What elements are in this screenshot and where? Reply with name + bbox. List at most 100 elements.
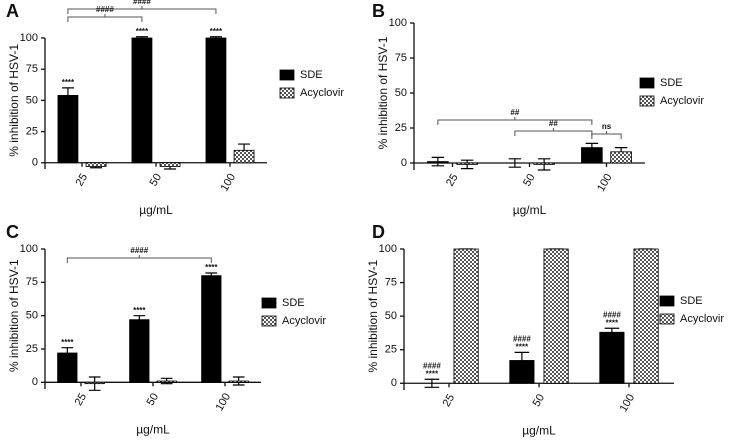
- bracket: [66, 255, 212, 263]
- bar: [581, 147, 603, 164]
- error-bar: [508, 158, 522, 168]
- bar: [509, 360, 535, 384]
- legend-label: Acyclovir: [660, 95, 704, 107]
- legend-swatch: [279, 69, 295, 81]
- bar: [610, 151, 632, 164]
- bar: [159, 162, 181, 167]
- chart-panel: C 0 25 50 75 100 % inhibition of HSV-1 25 50 100 µ…: [6, 222, 326, 437]
- bracket: [67, 14, 143, 22]
- x-axis-label: µg/mL: [513, 203, 547, 217]
- significance-label: ****: [210, 27, 223, 36]
- y-tick-label: 25: [395, 122, 407, 134]
- significance-label: ****: [62, 78, 75, 87]
- y-tick-label: 0: [401, 157, 407, 169]
- panel-label: D: [372, 222, 385, 242]
- x-axis-label: µg/mL: [139, 203, 173, 217]
- significance-label: ****: [136, 27, 149, 36]
- bar: [427, 161, 449, 164]
- y-tick-label: 50: [395, 87, 407, 99]
- y-tick-label: 0: [391, 377, 397, 389]
- bar: [233, 149, 255, 164]
- y-tick-label: 50: [26, 310, 38, 322]
- significance-label: ****: [61, 338, 74, 347]
- x-tick-label: 100: [214, 391, 234, 413]
- x-tick-label: 25: [441, 392, 458, 409]
- y-tick-label: 25: [385, 344, 397, 356]
- y-tick-label: 50: [26, 94, 38, 106]
- legend-swatch: [639, 77, 655, 89]
- y-tick-label: 0: [32, 157, 38, 169]
- legend-label: Acyclovir: [680, 313, 724, 325]
- chart-panel: B 0 25 50 75 100 % inhibition of HSV-1 25 50 100 µ…: [372, 1, 704, 217]
- y-tick-label: 0: [32, 376, 38, 388]
- panel-label: B: [372, 1, 385, 21]
- bracket-label: ####: [133, 0, 151, 6]
- bar: [633, 248, 659, 384]
- y-axis-label: % inhibition of HSV-1: [366, 259, 380, 372]
- y-tick-label: 100: [379, 243, 397, 255]
- bracket-label: ##: [549, 119, 558, 128]
- x-tick-label: 50: [148, 172, 165, 189]
- legend-label: Acyclovir: [300, 87, 344, 99]
- panel-label: A: [6, 1, 19, 21]
- bracket: [67, 6, 217, 14]
- x-axis-label: µg/mL: [136, 423, 170, 437]
- x-tick-label: 100: [219, 172, 239, 194]
- x-tick-label: 50: [531, 392, 548, 409]
- bar: [57, 94, 79, 164]
- y-tick-label: 75: [26, 63, 38, 75]
- y-tick-label: 25: [26, 343, 38, 355]
- bar: [453, 248, 479, 384]
- y-tick-label: 75: [395, 52, 407, 64]
- bar: [599, 331, 625, 384]
- y-axis-label: % inhibition of HSV-1: [7, 44, 21, 157]
- y-tick-label: 75: [385, 276, 397, 288]
- significance-label: ####: [513, 335, 531, 344]
- bar: [456, 162, 478, 165]
- x-tick-label: 25: [74, 172, 91, 189]
- significance-label: ****: [133, 306, 146, 315]
- significance-label: ####: [423, 361, 441, 370]
- x-tick-label: 25: [73, 391, 90, 408]
- legend-swatch: [639, 95, 655, 107]
- bar: [131, 37, 153, 164]
- bar: [129, 319, 150, 383]
- x-tick-label: 50: [521, 172, 538, 189]
- y-tick-label: 100: [20, 243, 38, 255]
- y-axis-label: % inhibition of HSV-1: [376, 36, 390, 149]
- legend-swatch: [659, 295, 675, 307]
- bar: [543, 248, 569, 384]
- legend-label: Acyclovir: [282, 315, 326, 327]
- bracket-label: ####: [96, 5, 114, 14]
- bracket-label: ns: [602, 122, 612, 131]
- y-tick-label: 100: [20, 32, 38, 44]
- bracket: [591, 131, 622, 139]
- significance-label: ****: [606, 318, 619, 327]
- legend-label: SDE: [300, 69, 323, 81]
- legend-swatch: [261, 315, 277, 327]
- bracket-label: ####: [130, 246, 148, 255]
- x-tick-label: 100: [595, 172, 615, 194]
- legend-label: SDE: [660, 77, 683, 89]
- bar: [205, 37, 227, 164]
- legend-swatch: [279, 87, 295, 99]
- significance-label: ****: [426, 369, 439, 378]
- bracket-label: ##: [510, 108, 519, 117]
- y-tick-label: 50: [385, 310, 397, 322]
- bar: [57, 352, 78, 383]
- chart-panel: D 0 25 50 75 100 % inhibition of HSV-1 25 50 100 µ…: [366, 222, 724, 438]
- legend-label: SDE: [282, 297, 305, 309]
- bar: [84, 381, 105, 385]
- legend-swatch: [659, 313, 675, 325]
- bar: [201, 275, 222, 383]
- legend-label: SDE: [680, 295, 703, 307]
- bar: [156, 380, 177, 383]
- significance-label: ****: [516, 343, 529, 352]
- x-tick-label: 50: [145, 391, 162, 408]
- bar: [533, 162, 555, 165]
- bracket: [514, 128, 593, 136]
- y-tick-label: 100: [389, 17, 407, 29]
- bar: [85, 162, 107, 167]
